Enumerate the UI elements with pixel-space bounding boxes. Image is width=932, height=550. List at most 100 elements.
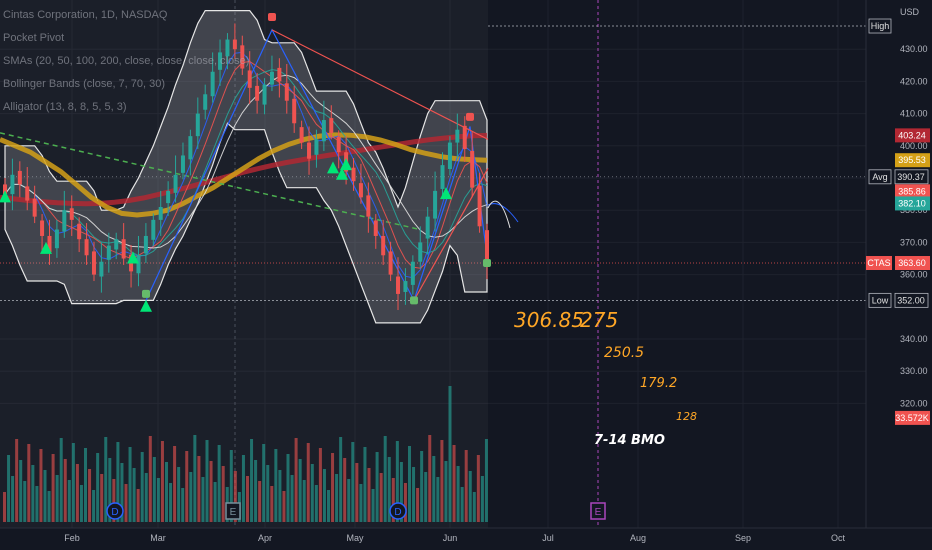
candle-body bbox=[358, 183, 363, 198]
price-tag: CTAS 363.60 bbox=[866, 256, 930, 271]
event-label: D bbox=[111, 507, 118, 518]
pivot-marker bbox=[440, 187, 452, 200]
legend-item: Pocket Pivot bbox=[3, 32, 64, 44]
candle-body bbox=[91, 251, 96, 275]
volume-bar bbox=[241, 455, 245, 522]
annotation-label: 7-14 BMO bbox=[594, 433, 665, 448]
volume-bar bbox=[448, 386, 452, 522]
event-label: D bbox=[394, 507, 401, 518]
price-tags: High 403.24 395.53 Avg 390.37 385.86 382.10 CTA… bbox=[866, 18, 930, 425]
candle bbox=[166, 181, 171, 216]
volume-bar bbox=[444, 461, 448, 522]
candle bbox=[106, 232, 111, 273]
volume-bar bbox=[140, 452, 144, 522]
price-tick: 420.00 bbox=[900, 76, 928, 86]
volume-bar bbox=[19, 460, 23, 522]
candle bbox=[351, 158, 356, 191]
candle-body bbox=[455, 129, 460, 143]
price-tag: 382.10 bbox=[895, 196, 930, 211]
candle-body bbox=[485, 230, 489, 264]
volume-bar bbox=[318, 448, 322, 522]
candle-body bbox=[173, 174, 178, 193]
tag-value: 382.10 bbox=[898, 198, 926, 208]
ma-line bbox=[0, 132, 488, 207]
tag-label: CTAS bbox=[867, 258, 890, 268]
candle-body bbox=[373, 220, 378, 236]
volume-bar bbox=[302, 480, 306, 522]
candle bbox=[210, 52, 215, 103]
candle-body bbox=[388, 251, 393, 275]
candle bbox=[284, 64, 289, 114]
candle-body bbox=[351, 167, 356, 182]
dividend-badge bbox=[389, 502, 407, 520]
volume-bar bbox=[395, 441, 399, 522]
candle bbox=[151, 213, 156, 247]
volume-bar bbox=[197, 456, 201, 522]
candle bbox=[403, 268, 408, 305]
candle bbox=[299, 120, 304, 150]
volume-bar bbox=[63, 459, 67, 522]
candle-body bbox=[336, 136, 341, 153]
tag-value-box bbox=[895, 184, 930, 199]
event-badge: D bbox=[389, 502, 407, 520]
volume-bar bbox=[229, 450, 233, 522]
legend: Cintas Corporation, 1D, NASDAQ Pocket Piv… bbox=[3, 9, 249, 113]
volume-bar bbox=[221, 466, 225, 522]
volume-bar bbox=[71, 443, 75, 522]
candle-body bbox=[321, 120, 326, 142]
volume-bar bbox=[209, 461, 213, 522]
candle bbox=[366, 182, 371, 233]
candle bbox=[99, 242, 104, 293]
pivot-point bbox=[483, 259, 491, 268]
volume-bar bbox=[173, 446, 177, 522]
candle-body bbox=[433, 190, 438, 219]
price-tick: 320.00 bbox=[900, 398, 928, 408]
volume-bar bbox=[375, 452, 379, 522]
candle-body bbox=[307, 142, 312, 159]
price-tick: 340.00 bbox=[900, 334, 928, 344]
candle bbox=[195, 97, 200, 150]
pivot-point bbox=[142, 289, 150, 298]
candle bbox=[47, 219, 52, 265]
time-axis[interactable]: Feb Mar Apr May Jun Jul Aug Sep Oct bbox=[64, 533, 845, 543]
volume-bar bbox=[363, 447, 367, 522]
volume-bar bbox=[148, 436, 152, 522]
volume-bar bbox=[96, 453, 100, 522]
candle bbox=[462, 116, 467, 162]
candle-body bbox=[225, 39, 230, 57]
volume-bar bbox=[75, 464, 79, 522]
candle bbox=[336, 130, 341, 169]
tag-label: Low bbox=[872, 295, 889, 305]
price-tick: 330.00 bbox=[900, 366, 928, 376]
candle bbox=[388, 241, 393, 282]
candle-body bbox=[166, 190, 171, 204]
volume-bar bbox=[120, 463, 124, 522]
tag-label: High bbox=[871, 21, 890, 31]
candle-body bbox=[247, 70, 252, 88]
legend-item: Bollinger Bands (close, 7, 70, 30) bbox=[3, 78, 165, 90]
candle bbox=[158, 190, 163, 236]
candle bbox=[485, 223, 489, 280]
ma-line bbox=[4, 74, 488, 249]
pattern-line bbox=[413, 168, 489, 301]
volume-bar bbox=[217, 445, 221, 522]
volume-bar bbox=[104, 437, 108, 522]
candle bbox=[255, 73, 260, 114]
candle-body bbox=[158, 206, 163, 220]
candle-body bbox=[418, 242, 423, 262]
volume-bar bbox=[15, 439, 19, 522]
candle-body bbox=[40, 220, 45, 236]
volume-bar bbox=[108, 458, 112, 522]
volume-bar bbox=[331, 453, 335, 522]
volume-bar bbox=[160, 441, 164, 522]
volume-bar bbox=[205, 440, 209, 522]
event-label: E bbox=[595, 507, 602, 518]
tag-value-box bbox=[895, 410, 930, 425]
tag-label-box bbox=[868, 18, 892, 34]
price-tick: 360.00 bbox=[900, 270, 928, 280]
candle-body bbox=[396, 276, 401, 294]
candle bbox=[358, 163, 363, 204]
candle-body bbox=[210, 71, 215, 97]
